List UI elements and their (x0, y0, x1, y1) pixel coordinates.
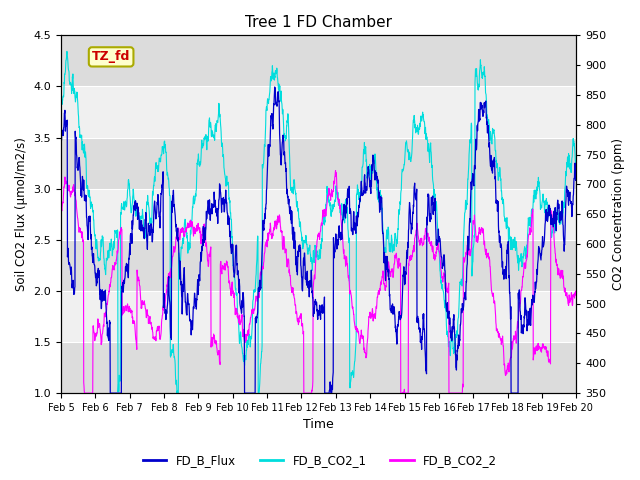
Y-axis label: Soil CO2 Flux (μmol/m2/s): Soil CO2 Flux (μmol/m2/s) (15, 137, 28, 291)
Bar (61, 342, 576, 393)
Bar (61, 86, 576, 138)
Title: Tree 1 FD Chamber: Tree 1 FD Chamber (245, 15, 392, 30)
Bar (61, 189, 576, 240)
Bar (61, 138, 576, 189)
Legend: FD_B_Flux, FD_B_CO2_1, FD_B_CO2_2: FD_B_Flux, FD_B_CO2_1, FD_B_CO2_2 (138, 449, 502, 472)
X-axis label: Time: Time (303, 419, 334, 432)
Y-axis label: CO2 Concentration (ppm): CO2 Concentration (ppm) (612, 138, 625, 290)
Bar (61, 291, 576, 342)
Bar (61, 36, 576, 86)
Text: TZ_fd: TZ_fd (92, 50, 131, 63)
Bar (61, 240, 576, 291)
